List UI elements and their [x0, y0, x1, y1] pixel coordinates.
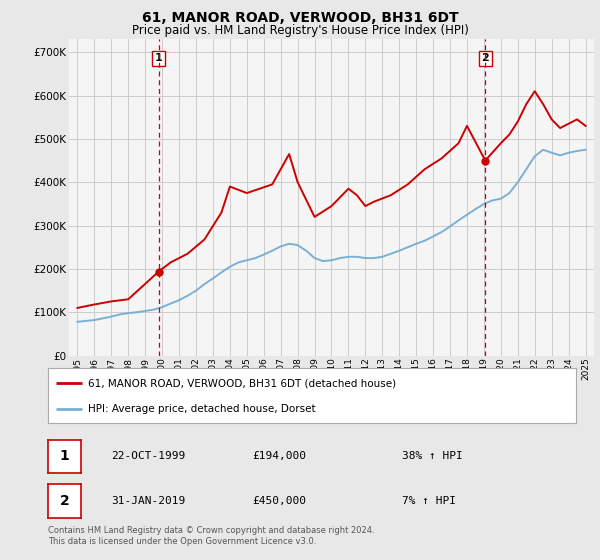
Text: 7% ↑ HPI: 7% ↑ HPI — [402, 496, 456, 506]
Text: Contains HM Land Registry data © Crown copyright and database right 2024.
This d: Contains HM Land Registry data © Crown c… — [48, 526, 374, 546]
Text: £450,000: £450,000 — [252, 496, 306, 506]
Text: 2: 2 — [59, 494, 70, 508]
Text: 61, MANOR ROAD, VERWOOD, BH31 6DT: 61, MANOR ROAD, VERWOOD, BH31 6DT — [142, 11, 458, 25]
Text: 31-JAN-2019: 31-JAN-2019 — [111, 496, 185, 506]
Text: 61, MANOR ROAD, VERWOOD, BH31 6DT (detached house): 61, MANOR ROAD, VERWOOD, BH31 6DT (detac… — [88, 379, 396, 388]
Text: HPI: Average price, detached house, Dorset: HPI: Average price, detached house, Dors… — [88, 404, 315, 414]
Text: Price paid vs. HM Land Registry's House Price Index (HPI): Price paid vs. HM Land Registry's House … — [131, 24, 469, 36]
Text: 22-OCT-1999: 22-OCT-1999 — [111, 451, 185, 461]
Text: 2: 2 — [481, 53, 489, 63]
Text: 38% ↑ HPI: 38% ↑ HPI — [402, 451, 463, 461]
Text: £194,000: £194,000 — [252, 451, 306, 461]
Text: 1: 1 — [59, 449, 70, 464]
Text: 1: 1 — [155, 53, 163, 63]
